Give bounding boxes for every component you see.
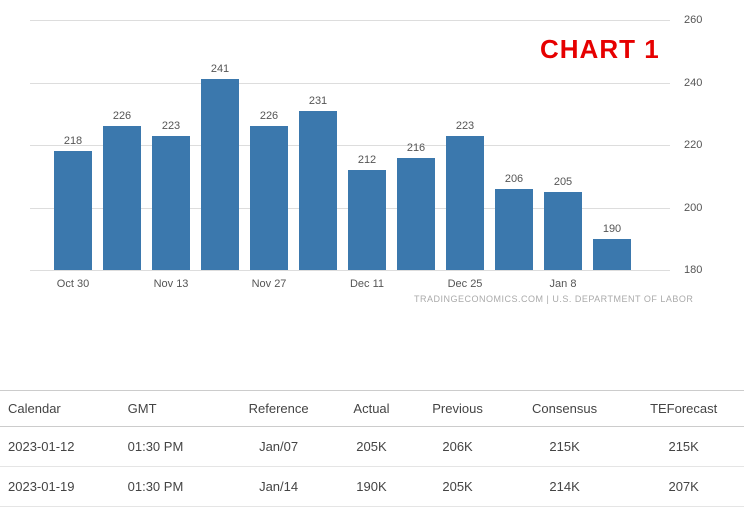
x-axis-tick: Jan 8: [550, 278, 577, 290]
x-axis-tick: Nov 27: [252, 278, 287, 290]
y-axis-tick: 240: [684, 77, 702, 89]
table-cell: 205K: [409, 467, 506, 507]
data-table-container: CalendarGMTReferenceActualPreviousConsen…: [0, 390, 744, 507]
bar: [250, 126, 288, 270]
table-row: 2023-01-1201:30 PMJan/07205K206K215K215K: [0, 427, 744, 467]
table-header-cell: GMT: [120, 391, 224, 427]
bar: [593, 239, 631, 270]
bar: [152, 136, 190, 270]
table-body: 2023-01-1201:30 PMJan/07205K206K215K215K…: [0, 427, 744, 507]
bar-value-label: 212: [358, 154, 376, 166]
y-axis-tick: 260: [684, 14, 702, 26]
x-axis-tick: Dec 25: [448, 278, 483, 290]
bar-value-label: 226: [260, 110, 278, 122]
table-cell: 2023-01-19: [0, 467, 120, 507]
table-header-cell: Reference: [224, 391, 334, 427]
table-cell: 190K: [334, 467, 410, 507]
y-axis-tick: 220: [684, 139, 702, 151]
bar-value-label: 190: [603, 223, 621, 235]
bar: [397, 158, 435, 271]
chart-source: TRADINGECONOMICS.COM | U.S. DEPARTMENT O…: [414, 294, 693, 304]
bar-value-label: 216: [407, 142, 425, 154]
bar: [103, 126, 141, 270]
table-header-cell: Actual: [334, 391, 410, 427]
grid-line: [30, 83, 670, 84]
bar: [348, 170, 386, 270]
table-header-cell: Previous: [409, 391, 506, 427]
x-axis-tick: Nov 13: [154, 278, 189, 290]
table-cell: 207K: [623, 467, 744, 507]
y-axis-tick: 180: [684, 264, 702, 276]
bar: [299, 111, 337, 270]
bar-value-label: 206: [505, 173, 523, 185]
table-cell: 215K: [506, 427, 624, 467]
bar: [446, 136, 484, 270]
bar-value-label: 205: [554, 176, 572, 188]
table-cell: 206K: [409, 427, 506, 467]
table-cell: Jan/07: [224, 427, 334, 467]
bar-value-label: 226: [113, 110, 131, 122]
bar: [544, 192, 582, 270]
bar: [201, 79, 239, 270]
table-header-cell: Calendar: [0, 391, 120, 427]
bar: [54, 151, 92, 270]
chart-container: CHART 1 21822622324122623121221622320620…: [0, 0, 744, 320]
table-header-cell: Consensus: [506, 391, 624, 427]
bar-value-label: 223: [162, 120, 180, 132]
table-cell: 2023-01-12: [0, 427, 120, 467]
bar: [495, 189, 533, 270]
grid-line: [30, 20, 670, 21]
table-cell: Jan/14: [224, 467, 334, 507]
table-cell: 214K: [506, 467, 624, 507]
x-axis-tick: Oct 30: [57, 278, 89, 290]
chart-plot-area: 218 226 223 241 226 231 212 216 223 206 205 190: [30, 20, 670, 271]
data-table: CalendarGMTReferenceActualPreviousConsen…: [0, 390, 744, 507]
table-cell: 205K: [334, 427, 410, 467]
table-cell: 01:30 PM: [120, 467, 224, 507]
y-axis-tick: 200: [684, 202, 702, 214]
x-axis-tick: Dec 11: [350, 278, 384, 290]
table-cell: 01:30 PM: [120, 427, 224, 467]
grid-line: [30, 270, 670, 271]
table-header-row: CalendarGMTReferenceActualPreviousConsen…: [0, 391, 744, 427]
bar-value-label: 223: [456, 120, 474, 132]
bar-value-label: 218: [64, 135, 82, 147]
bar-value-label: 241: [211, 63, 229, 75]
table-row: 2023-01-1901:30 PMJan/14190K205K214K207K: [0, 467, 744, 507]
table-cell: 215K: [623, 427, 744, 467]
table-header-cell: TEForecast: [623, 391, 744, 427]
bar-value-label: 231: [309, 95, 327, 107]
